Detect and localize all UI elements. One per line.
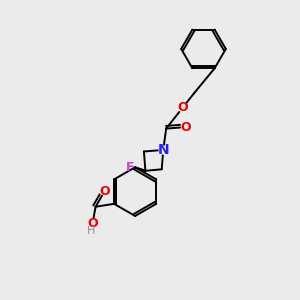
Text: N: N <box>158 143 169 157</box>
Text: O: O <box>180 121 191 134</box>
Text: O: O <box>99 185 110 198</box>
Text: H: H <box>87 226 95 236</box>
Text: O: O <box>177 101 188 114</box>
Text: O: O <box>87 217 98 230</box>
Text: F: F <box>126 161 135 174</box>
